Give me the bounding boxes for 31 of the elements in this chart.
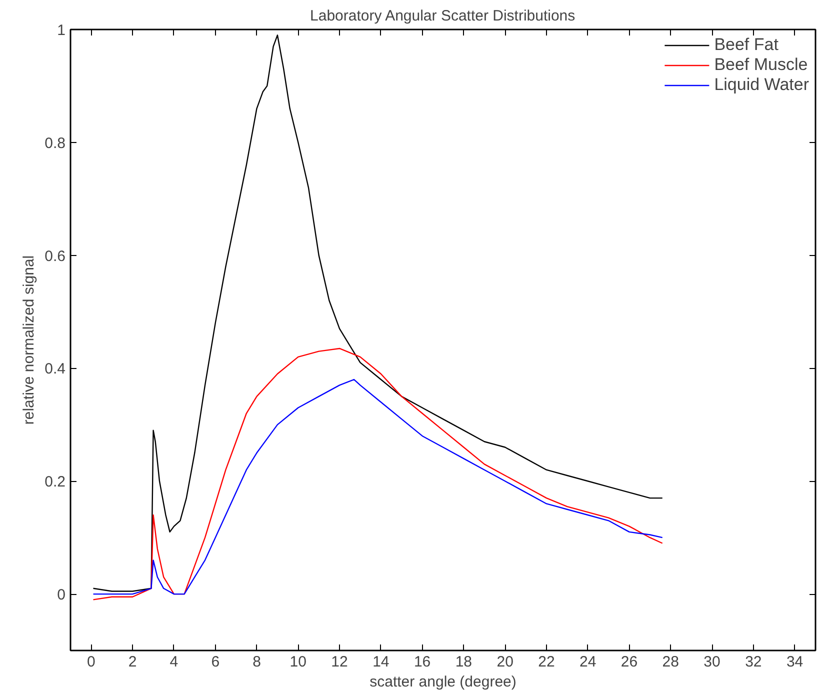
x-tick-label: 6 <box>211 654 220 670</box>
y-tick-label: 0 <box>57 586 66 604</box>
legend-label: Liquid Water <box>714 75 809 95</box>
x-tick-label: 8 <box>252 654 261 670</box>
y-tick-label: 0.4 <box>44 360 66 378</box>
x-tick-label: 34 <box>786 654 804 670</box>
y-tick-label: 1 <box>57 22 66 39</box>
x-tick-label: 32 <box>745 654 762 670</box>
x-tick-label: 2 <box>128 654 137 670</box>
x-tick-label: 10 <box>290 654 306 670</box>
line-series <box>92 34 663 592</box>
x-tick-label: 24 <box>580 654 596 670</box>
x-tick-label: 16 <box>414 654 431 670</box>
x-tick-label: 18 <box>455 654 472 670</box>
legend-label: Beef Fat <box>714 35 778 55</box>
y-axis-title: relative normalized signal <box>20 255 38 425</box>
x-tick-label: 0 <box>87 654 96 670</box>
x-tick-label: 28 <box>662 654 679 670</box>
x-tick-label: 12 <box>331 654 348 670</box>
y-tick-label: 0.8 <box>44 134 66 152</box>
x-tick-label: 14 <box>372 654 390 670</box>
x-tick-label: 26 <box>620 654 638 670</box>
x-tick-label: 4 <box>170 654 178 670</box>
x-tick-label: 30 <box>704 654 720 670</box>
x-tick-label: 22 <box>538 654 555 670</box>
x-tick-label: 20 <box>496 654 514 670</box>
y-tick-label: 0.2 <box>44 474 66 491</box>
y-tick-label: 0.6 <box>44 248 66 265</box>
legend-label: Beef Muscle <box>714 55 808 75</box>
x-axis-title: scatter angle (degree) <box>370 674 516 690</box>
chart-title: Laboratory Angular Scatter Distributions <box>310 8 576 24</box>
